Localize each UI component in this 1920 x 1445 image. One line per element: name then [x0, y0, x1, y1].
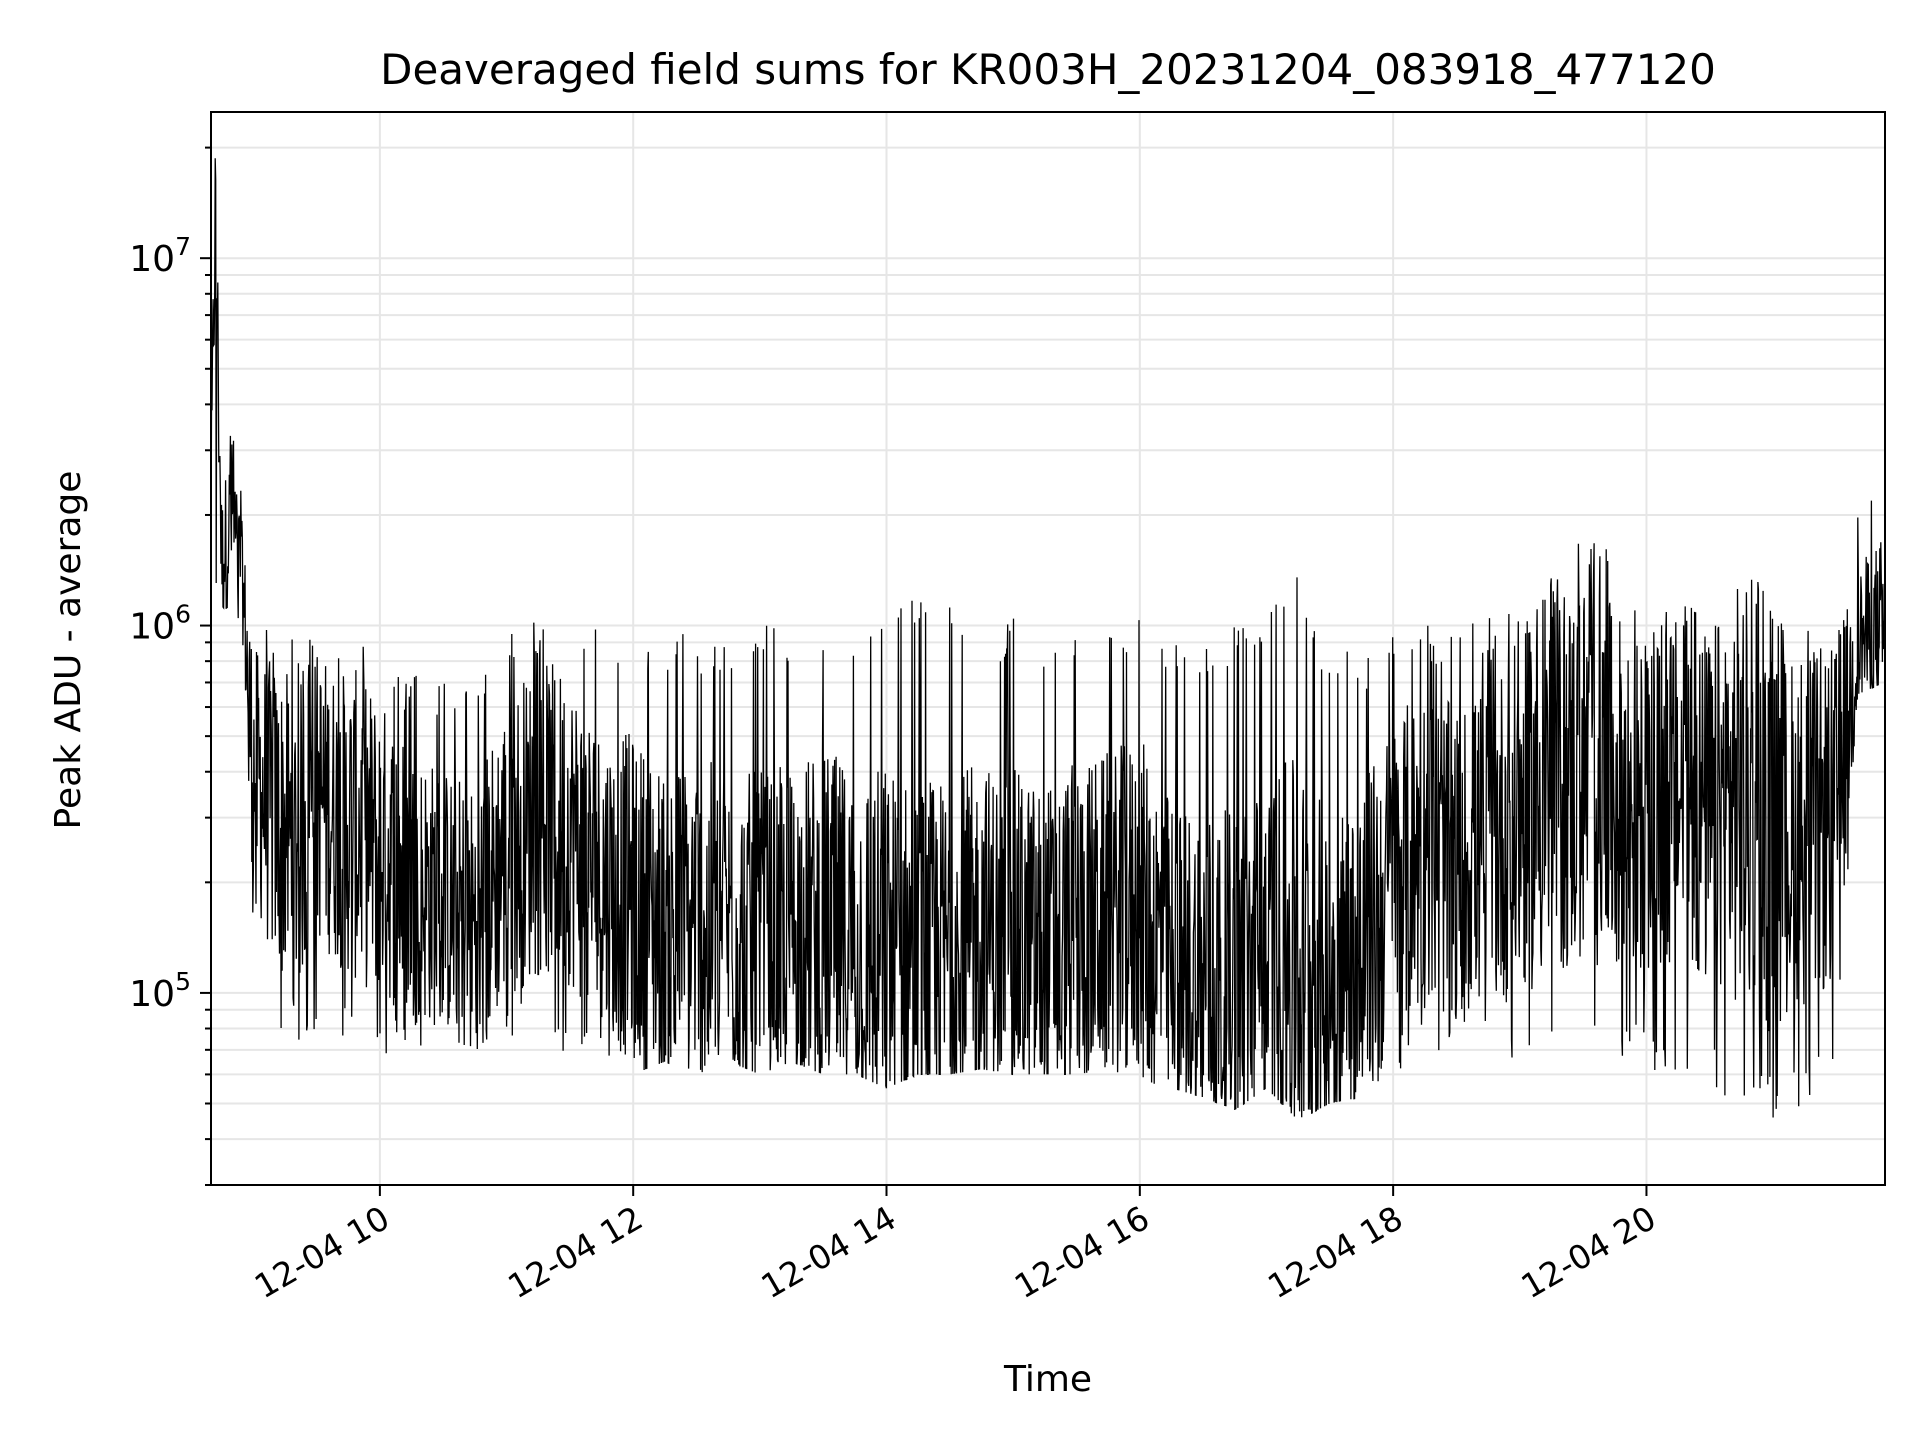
axes-frame: [210, 111, 1886, 1186]
plot-area: [210, 158, 1886, 1118]
y-tick-label: 106: [129, 600, 191, 648]
series-line: [210, 158, 1886, 1118]
x-axis-label: Time: [1003, 1359, 1092, 1400]
y-tick-label: 105: [129, 967, 191, 1015]
chart-title: Deaveraged field sums for KR003H_2023120…: [380, 45, 1716, 94]
y-axis-label: Peak ADU - average: [48, 471, 89, 830]
y-tick-label: 107: [129, 232, 191, 280]
